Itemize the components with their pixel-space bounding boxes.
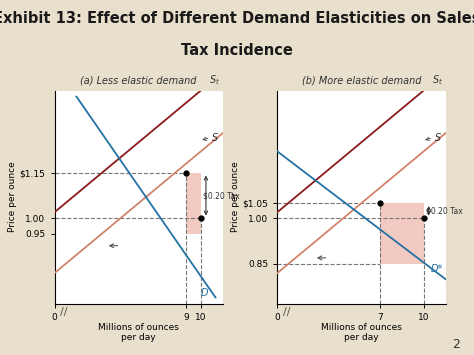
Text: (b) More elastic demand: (b) More elastic demand	[301, 75, 421, 85]
Text: $S_t$: $S_t$	[209, 73, 220, 87]
X-axis label: Millions of ounces
per day: Millions of ounces per day	[98, 323, 179, 342]
Text: D*: D*	[431, 263, 443, 274]
Text: S: S	[212, 133, 218, 143]
Text: Tax Incidence: Tax Incidence	[181, 43, 293, 58]
Text: D: D	[201, 288, 209, 298]
Text: $0.20 Tax: $0.20 Tax	[426, 206, 463, 215]
Text: //: //	[283, 307, 291, 317]
Bar	[380, 203, 424, 264]
Y-axis label: Price per ounce: Price per ounce	[8, 162, 17, 233]
Text: S: S	[435, 133, 441, 143]
Text: Exhibit 13: Effect of Different Demand Elasticities on Sales: Exhibit 13: Effect of Different Demand E…	[0, 11, 474, 26]
Text: //: //	[60, 307, 68, 317]
X-axis label: Millions of ounces
per day: Millions of ounces per day	[321, 323, 402, 342]
Bar	[186, 173, 201, 234]
Y-axis label: Price per ounce: Price per ounce	[231, 162, 240, 233]
Text: (a) Less elastic demand: (a) Less elastic demand	[81, 75, 197, 85]
Text: $S_t$: $S_t$	[432, 73, 443, 87]
Text: $0.20 Tax: $0.20 Tax	[203, 191, 240, 200]
Text: 2: 2	[452, 338, 460, 351]
